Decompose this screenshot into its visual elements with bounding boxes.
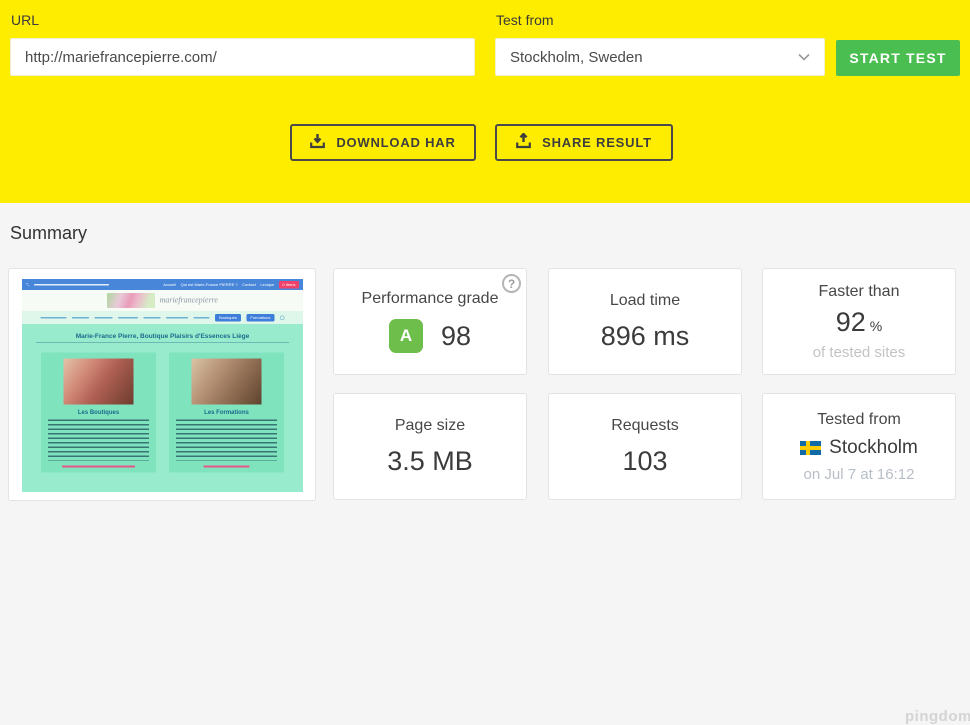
page-size-card: Page size 3.5 MB [333, 393, 527, 500]
thumb-topbar: Accueil Qui est Marie-France PIERRE ? Co… [22, 279, 303, 290]
tested-from-card: Tested from Stockholm on Jul 7 at 16:12 [762, 393, 956, 500]
thumb-link-lexique: Lexique [260, 282, 275, 287]
help-icon[interactable]: ? [502, 274, 521, 293]
thumb-header: mariefrancepierre [22, 290, 303, 311]
performance-score: 98 [440, 320, 472, 351]
lotus-image [107, 293, 156, 308]
page-size-label: Page size [394, 416, 466, 434]
thumb-link-about: Qui est Marie-France PIERRE ? [180, 282, 238, 287]
requests-label: Requests [611, 416, 679, 434]
thumb-card-formations: Les Formations [169, 352, 284, 473]
url-label: URL [11, 12, 40, 28]
thumb-nav-item [166, 316, 189, 319]
thumb-text-lines [48, 419, 149, 461]
share-icon [516, 132, 532, 152]
performance-grade-card: ? Performance grade A 98 [333, 268, 527, 375]
thumb-nav-item [72, 316, 90, 319]
thumb-card-title: Les Formations [204, 408, 249, 416]
load-time-label: Load time [609, 291, 681, 309]
thumb-logo-text: mariefrancepierre [159, 296, 218, 305]
pingdom-logo: pingdom [905, 708, 970, 725]
thumb-site-title: Marie-France Pierre, Boutique Plaisirs d… [36, 332, 289, 343]
thumb-nav-item [193, 316, 210, 319]
page-size-value: 3.5 MB [387, 445, 473, 476]
site-thumbnail-card: Accueil Qui est Marie-France PIERRE ? Co… [8, 268, 316, 501]
boutique-photo [63, 358, 134, 405]
sweden-flag-icon [800, 440, 822, 455]
test-from-label: Test from [496, 12, 554, 28]
grade-badge: A [388, 319, 423, 353]
site-screenshot: Accueil Qui est Marie-France PIERRE ? Co… [22, 279, 303, 492]
thumb-nav: Boutiques Formations [22, 311, 303, 324]
thumb-pink-link [203, 465, 250, 468]
requests-value: 103 [622, 445, 668, 476]
thumb-card-boutiques: Les Boutiques [41, 352, 156, 473]
tested-from-date: on Jul 7 at 16:12 [803, 465, 915, 483]
tested-from-label: Tested from [817, 410, 901, 428]
thumb-body: Marie-France Pierre, Boutique Plaisirs d… [22, 324, 303, 492]
search-icon [279, 315, 285, 320]
tested-from-city: Stockholm [829, 436, 918, 458]
thumb-nav-item [118, 316, 139, 319]
thumb-nav-boutiques: Boutiques [215, 313, 241, 322]
location-select[interactable]: Stockholm, Sweden [495, 38, 825, 76]
start-test-button[interactable]: START TEST [836, 40, 960, 76]
test-form-header: URL Test from Stockholm, Sweden START TE… [0, 0, 970, 203]
thumb-card-title: Les Boutiques [77, 408, 120, 416]
thumb-nav-item [40, 316, 67, 319]
phone-icon [26, 282, 30, 287]
download-har-label: DOWNLOAD HAR [336, 135, 456, 150]
performance-grade-label: Performance grade [361, 290, 499, 307]
download-icon [310, 133, 326, 152]
url-input[interactable] [10, 38, 475, 76]
thumb-phone-text [34, 283, 109, 286]
faster-than-card: Faster than 92 % of tested sites [762, 268, 956, 375]
summary-section: Summary Accueil Qui est Marie-France PIE… [0, 203, 970, 725]
share-result-label: SHARE RESULT [542, 135, 652, 150]
thumb-link-contact: Contact [242, 282, 256, 287]
thumb-cart-button: 0 Items [278, 280, 299, 289]
thumb-pink-link [62, 465, 135, 468]
summary-heading: Summary [10, 223, 88, 243]
faster-than-subtext: of tested sites [812, 343, 906, 361]
load-time-value: 896 ms [600, 320, 690, 351]
share-result-button[interactable]: SHARE RESULT [495, 124, 673, 161]
faster-than-unit: % [869, 317, 883, 334]
formation-photo [191, 358, 262, 405]
load-time-card: Load time 896 ms [548, 268, 742, 375]
chevron-down-icon [798, 53, 810, 61]
requests-card: Requests 103 [548, 393, 742, 500]
thumb-text-lines [176, 419, 277, 461]
thumb-nav-item [94, 316, 113, 319]
thumb-nav-item [143, 316, 161, 319]
thumb-nav-formations: Formations [246, 313, 275, 322]
location-selected-value: Stockholm, Sweden [510, 48, 643, 66]
download-har-button[interactable]: DOWNLOAD HAR [290, 124, 476, 161]
thumb-link-accueil: Accueil [163, 282, 177, 287]
faster-than-label: Faster than [818, 282, 900, 300]
faster-than-value: 92 [835, 306, 866, 337]
